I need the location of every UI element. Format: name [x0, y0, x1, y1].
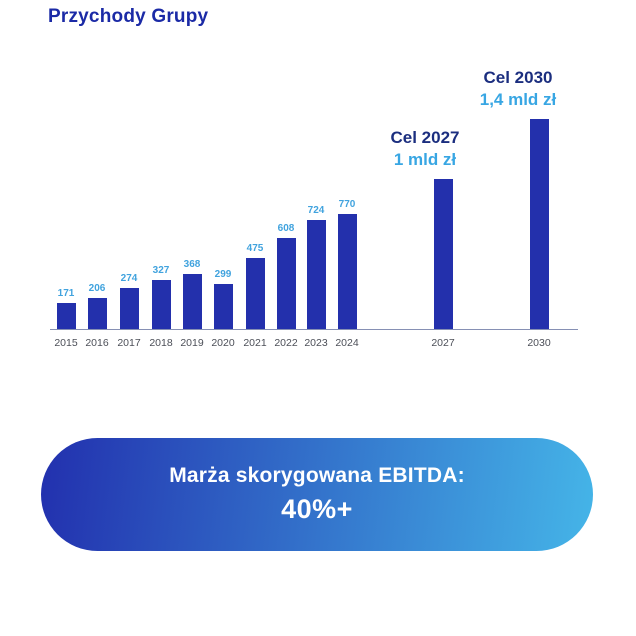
x-tick-2016: 2016 [85, 337, 109, 349]
x-tick-2020: 2020 [211, 337, 235, 349]
bar-2030 [529, 119, 549, 329]
target-annotation-title-2027: Cel 2027 [390, 128, 460, 147]
bar-value-label-2022: 608 [277, 222, 295, 234]
bar-value-label-2016: 206 [88, 283, 106, 295]
x-tick-2023: 2023 [304, 337, 328, 349]
target-annotation-title-2030: Cel 2030 [483, 68, 553, 87]
x-axis-line [50, 329, 578, 330]
x-tick-2017: 2017 [117, 337, 141, 349]
ebitda-label: Marża skorygowana EBITDA: [169, 464, 465, 487]
bar-2021 [245, 257, 265, 329]
x-tick-2030: 2030 [527, 337, 551, 349]
x-tick-2027: 2027 [431, 337, 455, 349]
bar-value-label-2018: 327 [152, 264, 170, 276]
bar-2016 [87, 298, 107, 329]
bar-value-label-2017: 274 [120, 272, 138, 284]
bar-2027 [433, 179, 453, 329]
x-tick-2022: 2022 [274, 337, 298, 349]
bar-value-label-2020: 299 [214, 269, 232, 281]
bar-2019 [182, 273, 202, 329]
x-tick-2015: 2015 [54, 337, 78, 349]
bar-2018 [151, 279, 171, 329]
revenue-chart: 171 2015 206 2016 274 2017 327 2018 368 2019 299 20… [50, 67, 578, 349]
bar-2022 [276, 237, 296, 329]
ebitda-value: 40%+ [281, 494, 353, 524]
x-tick-2021: 2021 [243, 337, 267, 349]
page-title: Przychody Grupy [48, 6, 209, 27]
target-annotation-value-2027: 1 mld zł [393, 150, 457, 169]
x-tick-2024: 2024 [335, 337, 359, 349]
x-tick-2018: 2018 [149, 337, 173, 349]
bar-value-label-2024: 770 [338, 198, 356, 210]
target-annotation-value-2030: 1,4 mld zł [479, 90, 557, 109]
bar-2017 [119, 287, 139, 329]
x-tick-2019: 2019 [180, 337, 204, 349]
target-annotation-2030: Cel 2030 1,4 mld zł [480, 67, 557, 111]
bar-2024 [337, 213, 357, 329]
ebitda-card: Marża skorygowana EBITDA: 40%+ [41, 438, 593, 551]
bar-value-label-2023: 724 [307, 205, 325, 217]
bar-value-label-2015: 171 [57, 288, 75, 300]
target-annotation-2027: Cel 2027 1 mld zł [391, 127, 460, 171]
bar-2023 [306, 220, 326, 329]
bar-value-label-2019: 368 [183, 258, 201, 270]
bar-2020 [213, 284, 233, 329]
bar-value-label-2021: 475 [246, 242, 264, 254]
bar-2015 [56, 303, 76, 329]
